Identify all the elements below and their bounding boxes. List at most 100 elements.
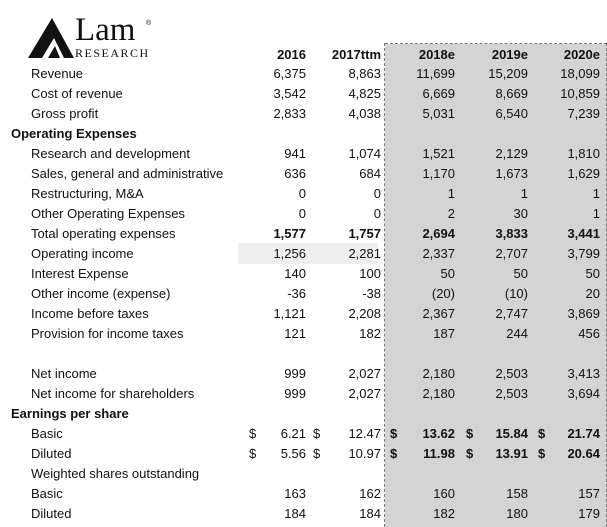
table-cell[interactable]: 999 — [284, 366, 306, 381]
row-label[interactable]: Other income (expense) — [31, 286, 171, 301]
row-label[interactable]: Cost of revenue — [31, 86, 123, 101]
table-cell[interactable]: 3,869 — [567, 306, 600, 321]
table-cell[interactable]: 6,540 — [495, 106, 528, 121]
table-cell[interactable]: 1,577 — [273, 226, 306, 241]
table-cell[interactable]: 6,375 — [273, 66, 306, 81]
row-label[interactable]: Net income — [31, 366, 97, 381]
row-label[interactable]: Income before taxes — [31, 306, 149, 321]
table-cell[interactable]: 2,129 — [495, 146, 528, 161]
table-cell[interactable]: 2 — [447, 206, 455, 221]
table-cell[interactable]: 13.91 — [495, 446, 528, 461]
table-cell[interactable]: 2,694 — [422, 226, 455, 241]
row-label[interactable]: Net income for shareholders — [31, 386, 195, 401]
table-cell[interactable]: 999 — [284, 386, 306, 401]
row-label[interactable]: Other Operating Expenses — [31, 206, 185, 221]
table-cell[interactable]: 1 — [592, 186, 600, 201]
row-label[interactable]: Diluted — [31, 506, 72, 521]
table-cell[interactable]: 30 — [513, 206, 528, 221]
table-cell[interactable]: 1 — [520, 186, 528, 201]
table-cell[interactable]: 179 — [578, 506, 600, 521]
table-cell[interactable]: 636 — [284, 166, 306, 181]
table-cell[interactable]: 5.56 — [280, 446, 306, 461]
column-header[interactable]: 2017ttm — [331, 47, 381, 62]
row-label[interactable]: Research and development — [31, 146, 190, 161]
table-cell[interactable]: 50 — [585, 266, 600, 281]
table-cell[interactable]: 13.62 — [422, 426, 455, 441]
table-cell[interactable]: 180 — [506, 506, 528, 521]
table-cell[interactable]: 10.97 — [348, 446, 381, 461]
table-cell[interactable]: 2,833 — [273, 106, 306, 121]
table-cell[interactable]: 1,256 — [273, 246, 306, 261]
table-cell[interactable]: 100 — [359, 266, 381, 281]
table-cell[interactable]: (10) — [504, 286, 528, 301]
table-cell[interactable]: 10,859 — [560, 86, 600, 101]
table-cell[interactable]: 140 — [284, 266, 306, 281]
table-cell[interactable]: 2,281 — [348, 246, 381, 261]
table-cell[interactable]: 11.98 — [423, 446, 455, 461]
row-label[interactable]: Diluted — [31, 446, 72, 461]
row-label[interactable]: Revenue — [31, 66, 84, 81]
table-cell[interactable]: 2,367 — [422, 306, 455, 321]
table-cell[interactable]: 941 — [284, 146, 306, 161]
table-cell[interactable]: 184 — [359, 506, 381, 521]
table-cell[interactable]: -36 — [287, 286, 306, 301]
table-cell[interactable]: 1,121 — [273, 306, 306, 321]
table-cell[interactable]: 157 — [578, 486, 600, 501]
table-cell[interactable]: 2,208 — [348, 306, 381, 321]
table-cell[interactable]: 0 — [298, 206, 306, 221]
table-cell[interactable]: 50 — [513, 266, 528, 281]
table-cell[interactable]: 15,209 — [488, 66, 528, 81]
row-label[interactable]: Operating income — [31, 246, 134, 261]
table-cell[interactable]: 182 — [433, 506, 455, 521]
table-cell[interactable]: 456 — [578, 326, 600, 341]
table-cell[interactable]: 1,629 — [567, 166, 600, 181]
table-cell[interactable]: 1,074 — [348, 146, 381, 161]
table-cell[interactable]: (20) — [431, 286, 455, 301]
table-cell[interactable]: 2,180 — [422, 386, 455, 401]
table-cell[interactable]: 684 — [359, 166, 381, 181]
table-cell[interactable]: 6.21 — [280, 426, 306, 441]
table-cell[interactable]: 162 — [359, 486, 381, 501]
table-cell[interactable]: 20.64 — [567, 446, 600, 461]
row-label[interactable]: Sales, general and administrative — [31, 166, 224, 181]
table-cell[interactable]: 160 — [433, 486, 455, 501]
column-header[interactable]: 2019e — [491, 47, 528, 62]
column-header[interactable]: 2020e — [563, 47, 600, 62]
table-cell[interactable]: 1,673 — [495, 166, 528, 181]
table-cell[interactable]: 2,707 — [495, 246, 528, 261]
table-cell[interactable]: 121 — [284, 326, 306, 341]
table-cell[interactable]: 184 — [284, 506, 306, 521]
table-cell[interactable]: 2,503 — [495, 366, 528, 381]
table-cell[interactable]: 158 — [506, 486, 528, 501]
table-cell[interactable]: 5,031 — [422, 106, 455, 121]
row-label[interactable]: Provision for income taxes — [31, 326, 184, 341]
table-cell[interactable]: 1,810 — [567, 146, 600, 161]
table-cell[interactable]: 244 — [506, 326, 528, 341]
table-cell[interactable]: -38 — [362, 286, 381, 301]
row-label[interactable]: Weighted shares outstanding — [31, 466, 200, 481]
row-label[interactable]: Restructuring, M&A — [31, 186, 144, 201]
table-cell[interactable]: 7,239 — [567, 106, 600, 121]
table-cell[interactable]: 8,863 — [348, 66, 381, 81]
table-cell[interactable]: 12.47 — [348, 426, 381, 441]
table-cell[interactable]: 2,503 — [495, 386, 528, 401]
table-cell[interactable]: 0 — [298, 186, 306, 201]
table-cell[interactable]: 3,799 — [567, 246, 600, 261]
table-cell[interactable]: 187 — [433, 326, 455, 341]
table-cell[interactable]: 1,170 — [422, 166, 455, 181]
table-cell[interactable]: 21.74 — [567, 426, 600, 441]
table-cell[interactable]: 2,337 — [422, 246, 455, 261]
table-cell[interactable]: 3,542 — [273, 86, 306, 101]
table-cell[interactable]: 50 — [440, 266, 455, 281]
table-cell[interactable]: 2,027 — [348, 366, 381, 381]
table-cell[interactable]: 1,757 — [348, 226, 381, 241]
table-cell[interactable]: 182 — [359, 326, 381, 341]
table-cell[interactable]: 3,694 — [567, 386, 600, 401]
column-header[interactable]: 2018e — [418, 47, 455, 62]
table-cell[interactable]: 11,699 — [416, 66, 455, 81]
table-cell[interactable]: 4,038 — [348, 106, 381, 121]
table-cell[interactable]: 18,099 — [560, 66, 600, 81]
table-cell[interactable]: 6,669 — [422, 86, 455, 101]
row-label[interactable]: Earnings per share — [11, 406, 129, 421]
table-cell[interactable]: 1 — [592, 206, 600, 221]
